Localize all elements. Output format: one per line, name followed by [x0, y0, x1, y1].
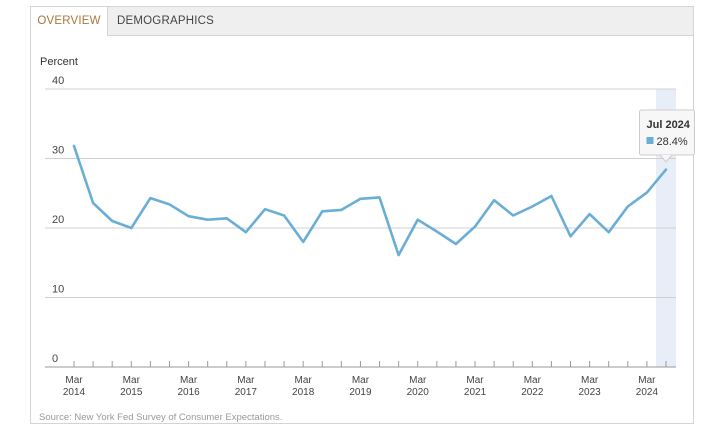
tab-demographics[interactable]: DEMOGRAPHICS	[117, 15, 214, 27]
x-tick-label-month: Mar	[638, 375, 656, 386]
x-tick-label-month: Mar	[295, 375, 313, 386]
x-tick-label-month: Mar	[466, 375, 484, 386]
y-axis-title: Percent	[40, 56, 78, 68]
x-tick-label-year: 2021	[464, 387, 487, 398]
tooltip-title: Jul 2024	[647, 119, 691, 131]
x-tick-label-month: Mar	[123, 375, 141, 386]
x-tick-label-year: 2023	[578, 387, 601, 398]
tab-bar: OVERVIEW DEMOGRAPHICS	[31, 7, 693, 36]
x-tick-label-year: 2017	[235, 387, 258, 398]
source-note: Source: New York Fed Survey of Consumer …	[39, 412, 282, 423]
x-tick-label-month: Mar	[65, 375, 83, 386]
x-tick-label-year: 2022	[521, 387, 544, 398]
y-tick-label-20: 20	[52, 214, 64, 226]
x-tick-label-month: Mar	[180, 375, 198, 386]
gridlines	[45, 88, 676, 368]
x-tick-label-month: Mar	[524, 375, 542, 386]
x-tick-label-year: 2019	[349, 387, 372, 398]
y-tick-label-40: 40	[52, 75, 64, 87]
y-axis: 0 10 20 30 40	[52, 75, 64, 365]
tooltip-pointer	[659, 154, 673, 163]
x-tick-label-year: 2024	[636, 387, 659, 398]
tooltip: Jul 2024 28.4%	[639, 109, 695, 163]
y-tick-label-30: 30	[52, 145, 64, 157]
x-tick-label-month: Mar	[237, 375, 255, 386]
x-tick-label-year: 2014	[63, 387, 86, 398]
y-tick-label-10: 10	[52, 284, 64, 296]
x-tick-label-year: 2016	[177, 387, 200, 398]
x-tick-label-year: 2015	[120, 387, 143, 398]
tooltip-box	[639, 109, 695, 156]
tooltip-value: 28.4%	[657, 136, 688, 148]
x-axis: Mar2014Mar2015Mar2016Mar2017Mar2018Mar20…	[63, 361, 667, 398]
x-tick-label-month: Mar	[409, 375, 427, 386]
series-line[interactable]	[72, 144, 668, 257]
x-tick-label-year: 2018	[292, 387, 315, 398]
x-tick-label-month: Mar	[352, 375, 370, 386]
tab-overview[interactable]: OVERVIEW	[31, 7, 108, 36]
y-tick-label-0: 0	[52, 353, 58, 365]
x-tick-label-year: 2020	[407, 387, 430, 398]
x-tick-label-month: Mar	[581, 375, 599, 386]
tooltip-series-swatch	[646, 137, 654, 144]
